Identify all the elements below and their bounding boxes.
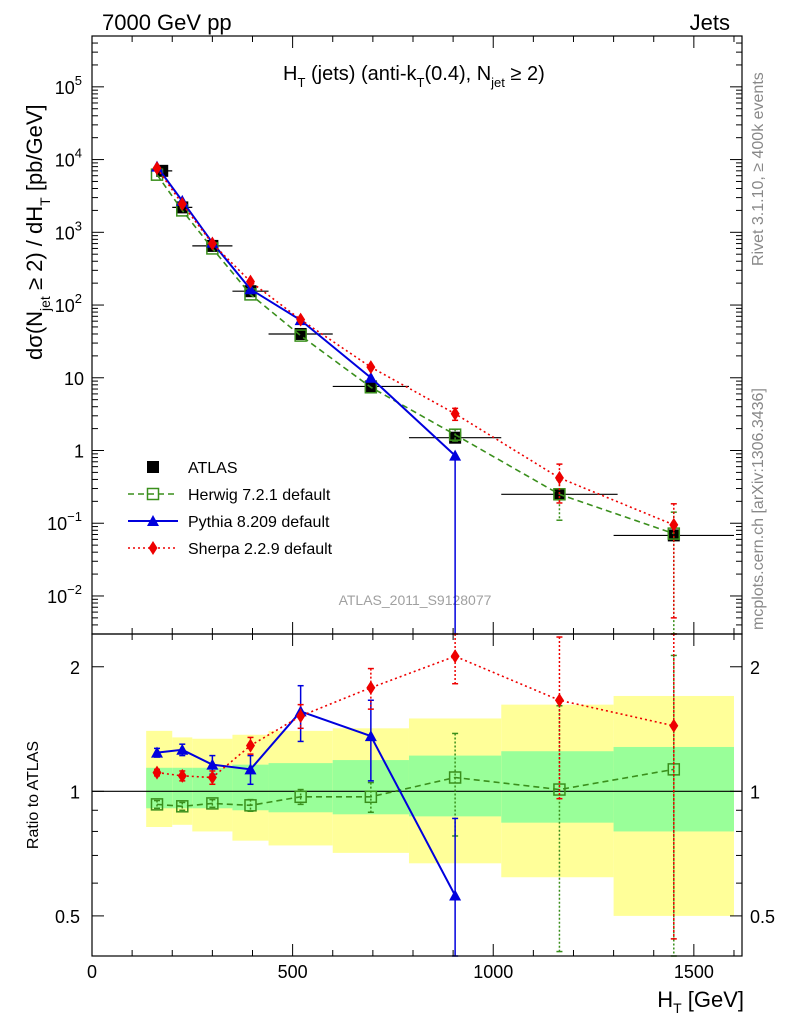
main-y-tick-label: 102: [55, 291, 82, 316]
sherpa-main-point: [366, 360, 376, 375]
herwig-main-point: [294, 329, 307, 342]
pythia-ratio-point: [206, 758, 219, 770]
x-tick-label: 500: [278, 962, 308, 982]
legend: ATLAS Herwig 7.2.1 default Pythia 8.209 de…: [128, 460, 333, 558]
sherpa-ratio-point: [554, 693, 564, 708]
legend-marker-herwig: [146, 487, 160, 501]
sherpa-ratio-point: [152, 765, 162, 780]
main-ylabel: dσ(Njet ≥ 2) / dHT [pb/GeV]: [22, 104, 53, 360]
header-right: Jets: [690, 10, 730, 35]
legend-label-atlas: ATLAS: [188, 460, 238, 477]
herwig-ratio-line: [156, 768, 674, 808]
main-title: HT (jets) (anti-kT(0.4), Njet ≥ 2): [283, 63, 545, 90]
sherpa-main-point: [296, 312, 306, 327]
sherpa-ratio-point: [669, 718, 679, 733]
sherpa-main-point: [450, 406, 460, 421]
sherpa-ratio-point: [245, 738, 255, 753]
main-y-tick-label: 10−2: [47, 582, 82, 607]
sherpa-ratio-point: [177, 768, 187, 783]
herwig-ratio-point: [176, 800, 189, 813]
herwig-ratio-point: [364, 790, 378, 804]
rivet-label: Rivet 3.1.10, ≥ 400k events: [750, 72, 767, 266]
ratio-y-tick-label-left: 2: [70, 658, 80, 678]
sherpa-main-point: [669, 517, 679, 532]
herwig-ratio-point: [294, 790, 307, 804]
main-y-tick-label: 10−1: [47, 509, 82, 534]
ratio-y-tick-label-right: 1: [750, 782, 760, 802]
ratio-series-layer: [92, 633, 742, 957]
legend-marker-sherpa: [148, 541, 158, 555]
herwig-ratio-point: [150, 798, 164, 811]
sherpa-ratio-point: [296, 709, 306, 724]
main-series-layer: [150, 160, 734, 635]
legend-label-herwig: Herwig 7.2.1 default: [188, 487, 331, 504]
main-y-tick-label: 1: [74, 442, 84, 462]
sherpa-main-point: [207, 236, 217, 251]
main-y-tick-label: 103: [55, 218, 82, 243]
pythia-ratio-point: [151, 746, 163, 758]
pythia-main-line: [156, 166, 456, 457]
band-inner-bin: [172, 767, 193, 809]
ratio-y-tick-label-left: 1: [70, 782, 80, 802]
pythia-main-point: [244, 283, 257, 295]
ratio-y-tick-label-left: 0.5: [55, 907, 80, 927]
pythia-ratio-point: [364, 730, 377, 742]
band-inner-bin: [501, 751, 614, 823]
pythia-ratio-point: [449, 889, 462, 901]
herwig-ratio-point: [206, 797, 219, 810]
herwig-ratio-point: [448, 771, 462, 784]
legend-label-pythia: Pythia 8.209 default: [188, 514, 330, 531]
sherpa-main-point: [554, 470, 564, 485]
sherpa-ratio-point: [207, 770, 217, 785]
herwig-ratio-point: [244, 799, 257, 812]
mcplots-label: mcplots.cern.ch [arXiv:1306.3436]: [750, 388, 767, 630]
sherpa-main-point: [152, 161, 162, 176]
sherpa-main-point: [177, 196, 187, 211]
analysis-watermark: ATLAS_2011_S9128077: [339, 592, 492, 608]
x-tick-label: 1500: [674, 962, 714, 982]
ratio-ylabel: Ratio to ATLAS: [25, 741, 42, 849]
legend-label-sherpa: Sherpa 2.2.9 default: [188, 541, 333, 558]
sherpa-ratio-point: [450, 649, 460, 664]
main-y-tick-label: 105: [55, 73, 82, 98]
legend-marker-atlas: [147, 461, 159, 473]
main-y-tick-label: 10: [64, 369, 84, 389]
ratio-y-tick-label-right: 2: [750, 658, 760, 678]
pythia-main-point: [449, 449, 462, 461]
sherpa-ratio-line: [156, 655, 674, 779]
main-y-tick-label: 104: [55, 146, 82, 171]
sherpa-ratio-point: [366, 680, 376, 695]
pythia-ratio-point: [176, 743, 189, 755]
herwig-main-point: [448, 428, 462, 441]
header-left: 7000 GeV pp: [102, 10, 232, 35]
ratio-frame: [91, 633, 743, 957]
x-tick-label: 1000: [473, 962, 513, 982]
sherpa-main-point: [245, 274, 255, 289]
pythia-main-point: [364, 371, 377, 383]
legend-marker-pythia: [147, 515, 159, 526]
herwig-main-line: [156, 174, 675, 535]
ratio-uncertainty-bands: [146, 695, 734, 916]
x-tick-label: 0: [87, 962, 97, 982]
ratio-y-tick-label-right: 0.5: [750, 907, 775, 927]
herwig-ratio-point: [553, 783, 566, 796]
xlabel: HT [GeV]: [657, 987, 744, 1016]
pythia-ratio-point: [244, 763, 257, 775]
